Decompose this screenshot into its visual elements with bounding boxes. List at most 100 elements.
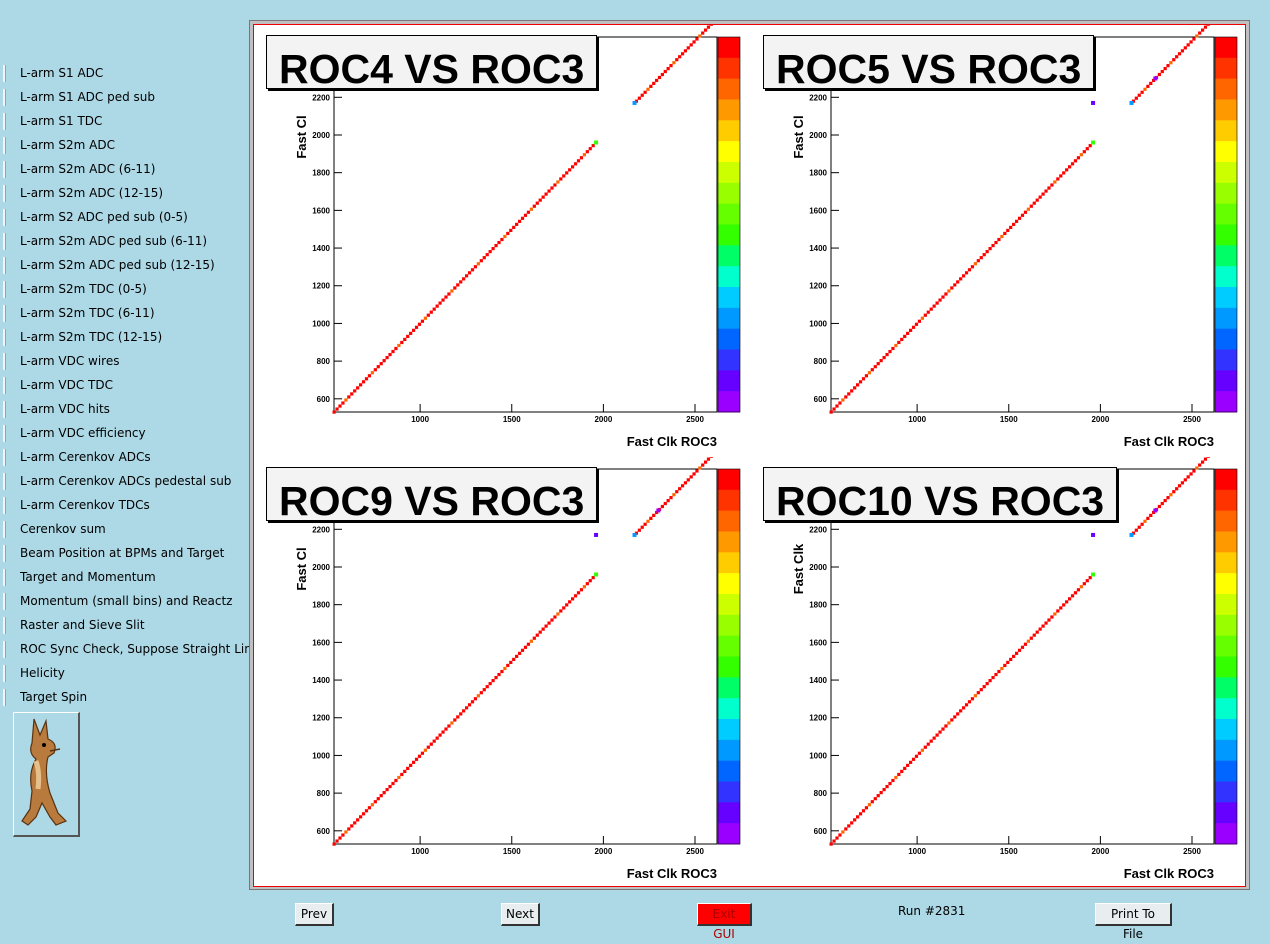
plot-pad[interactable]: 1000 1500 2000 2500 600 800 1000 1200 1400 1600 18… <box>751 25 1247 457</box>
heatmap-cell <box>1200 28 1205 32</box>
heatmap-cell <box>891 778 895 783</box>
heatmap-cell <box>683 49 688 53</box>
heatmap-cell <box>879 791 883 795</box>
menu-item[interactable]: L-arm VDC TDC <box>0 374 258 398</box>
palette-swatch <box>1215 266 1237 288</box>
prev-button[interactable]: Prev <box>295 903 334 926</box>
heatmap-cell <box>917 319 922 323</box>
heatmap-cell <box>643 90 647 94</box>
y-tick-label: 1600 <box>809 206 827 215</box>
heatmap-cell <box>632 532 637 537</box>
heatmap-cell <box>385 788 389 792</box>
heatmap-cell <box>1169 493 1173 497</box>
heatmap-cell <box>835 404 839 408</box>
menu-item[interactable]: L-arm VDC hits <box>0 398 258 422</box>
menu-item[interactable]: Helicity <box>0 662 258 686</box>
heatmap-cell <box>844 827 848 831</box>
heatmap-cell <box>335 407 339 411</box>
menu-item[interactable]: Raster and Sieve Slit <box>0 614 258 638</box>
menu-item[interactable]: Target and Momentum <box>0 566 258 590</box>
next-button[interactable]: Next <box>501 903 540 926</box>
print-to-file-button[interactable]: Print To File <box>1095 903 1172 941</box>
heatmap-cell <box>640 93 644 97</box>
heatmap-cell <box>353 389 357 393</box>
coyote-cartoon-icon <box>13 712 80 837</box>
heatmap-cell <box>379 794 383 798</box>
menu-item[interactable]: L-arm S2m TDC (6-11) <box>0 302 258 326</box>
heatmap-cell <box>535 633 539 637</box>
heatmap-cell <box>1091 100 1096 105</box>
menu-item[interactable]: L-arm VDC efficiency <box>0 422 258 446</box>
palette-swatch <box>718 37 740 59</box>
heatmap-cell <box>903 334 907 339</box>
heatmap-cell <box>582 585 586 589</box>
heatmap-cell <box>706 457 711 461</box>
menu-item[interactable]: L-arm S2m TDC (12-15) <box>0 326 258 350</box>
palette-swatch <box>1215 739 1237 762</box>
heatmap-cell <box>464 274 469 278</box>
menu-item[interactable]: L-arm S2m ADC ped sub (6-11) <box>0 230 258 254</box>
menu-item[interactable]: L-arm S2m ADC <box>0 134 258 158</box>
heatmap-cell <box>479 691 483 695</box>
heatmap-cell <box>1006 660 1010 665</box>
menu-item[interactable]: Target Spin <box>0 686 258 710</box>
plot-canvas[interactable]: 1000 1500 2000 2500 600 800 1000 1200 1400 1600 18… <box>253 24 1246 887</box>
heatmap-cell <box>406 334 410 339</box>
menu-item[interactable]: L-arm Cerenkov ADCs pedestal sub <box>0 470 258 494</box>
heatmap-cell <box>926 742 930 746</box>
heatmap-cell <box>1180 481 1185 485</box>
heatmap-cell <box>853 386 857 390</box>
menu-item[interactable]: L-arm S2m TDC (0-5) <box>0 278 258 302</box>
heatmap-cell <box>470 268 475 272</box>
heatmap-cell <box>517 651 522 655</box>
heatmap-cell <box>364 377 369 381</box>
menu-item[interactable]: L-arm S2m ADC (6-11) <box>0 158 258 182</box>
menu-item[interactable]: Cerenkov sum <box>0 518 258 542</box>
menu-item[interactable]: L-arm Cerenkov ADCs <box>0 446 258 470</box>
menu-item[interactable]: L-arm Cerenkov TDCs <box>0 494 258 518</box>
menu-item[interactable]: L-arm VDC wires <box>0 350 258 374</box>
menu-item[interactable]: Beam Position at BPMs and Target <box>0 542 258 566</box>
y-tick-label: 1600 <box>312 206 330 215</box>
menu-item[interactable]: L-arm S1 TDC <box>0 110 258 134</box>
heatmap-cell <box>397 775 401 780</box>
heatmap-cell <box>541 195 545 199</box>
menu-item[interactable]: L-arm S2m ADC (12-15) <box>0 182 258 206</box>
heatmap-cell <box>1062 171 1066 175</box>
heatmap-cell <box>591 144 595 148</box>
palette-swatch <box>718 760 740 782</box>
y-tick-label: 1400 <box>809 244 827 253</box>
heatmap-cell <box>841 398 845 402</box>
heatmap-cell <box>864 374 869 378</box>
heatmap-cell <box>441 730 445 734</box>
menu-item[interactable]: L-arm S1 ADC ped sub <box>0 86 258 110</box>
plot-pad[interactable]: 1000 1500 2000 2500 600 800 1000 1200 1400 1600 18… <box>254 457 750 889</box>
heatmap-cell <box>347 827 351 831</box>
menu-item[interactable]: L-arm S2 ADC ped sub (0-5) <box>0 206 258 230</box>
palette-swatch <box>1215 391 1237 413</box>
heatmap-cell <box>698 466 702 470</box>
x-tick-label: 1500 <box>1000 847 1018 856</box>
menu-item[interactable]: Momentum (small bins) and Reactz <box>0 590 258 614</box>
palette-swatch <box>718 370 740 392</box>
heatmap-cell <box>397 343 401 348</box>
heatmap-cell <box>1192 469 1196 473</box>
heatmap-cell <box>1166 64 1170 68</box>
heatmap-cell <box>683 481 688 485</box>
plot-pad[interactable]: 1000 1500 2000 2500 600 800 1000 1200 1400 1600 18… <box>751 457 1247 889</box>
plot-pad[interactable]: 1000 1500 2000 2500 600 800 1000 1200 1400 1600 18… <box>254 25 750 457</box>
palette-swatch <box>1215 802 1237 824</box>
y-tick-label: 2000 <box>809 131 827 140</box>
menu-item[interactable]: L-arm S2m ADC ped sub (12-15) <box>0 254 258 278</box>
exit-gui-button[interactable]: Exit GUI <box>697 903 752 941</box>
heatmap-cell <box>932 304 936 308</box>
heatmap-cell <box>414 757 419 761</box>
heatmap-cell <box>663 69 667 74</box>
heatmap-cell <box>364 809 369 813</box>
menu-item[interactable]: ROC Sync Check, Suppose Straight Lines <box>0 638 265 662</box>
palette-swatch <box>718 141 740 163</box>
heatmap-cell <box>1146 516 1150 520</box>
heatmap-cell <box>876 794 880 798</box>
heatmap-cell <box>1175 487 1179 491</box>
menu-item[interactable]: L-arm S1 ADC <box>0 62 258 86</box>
